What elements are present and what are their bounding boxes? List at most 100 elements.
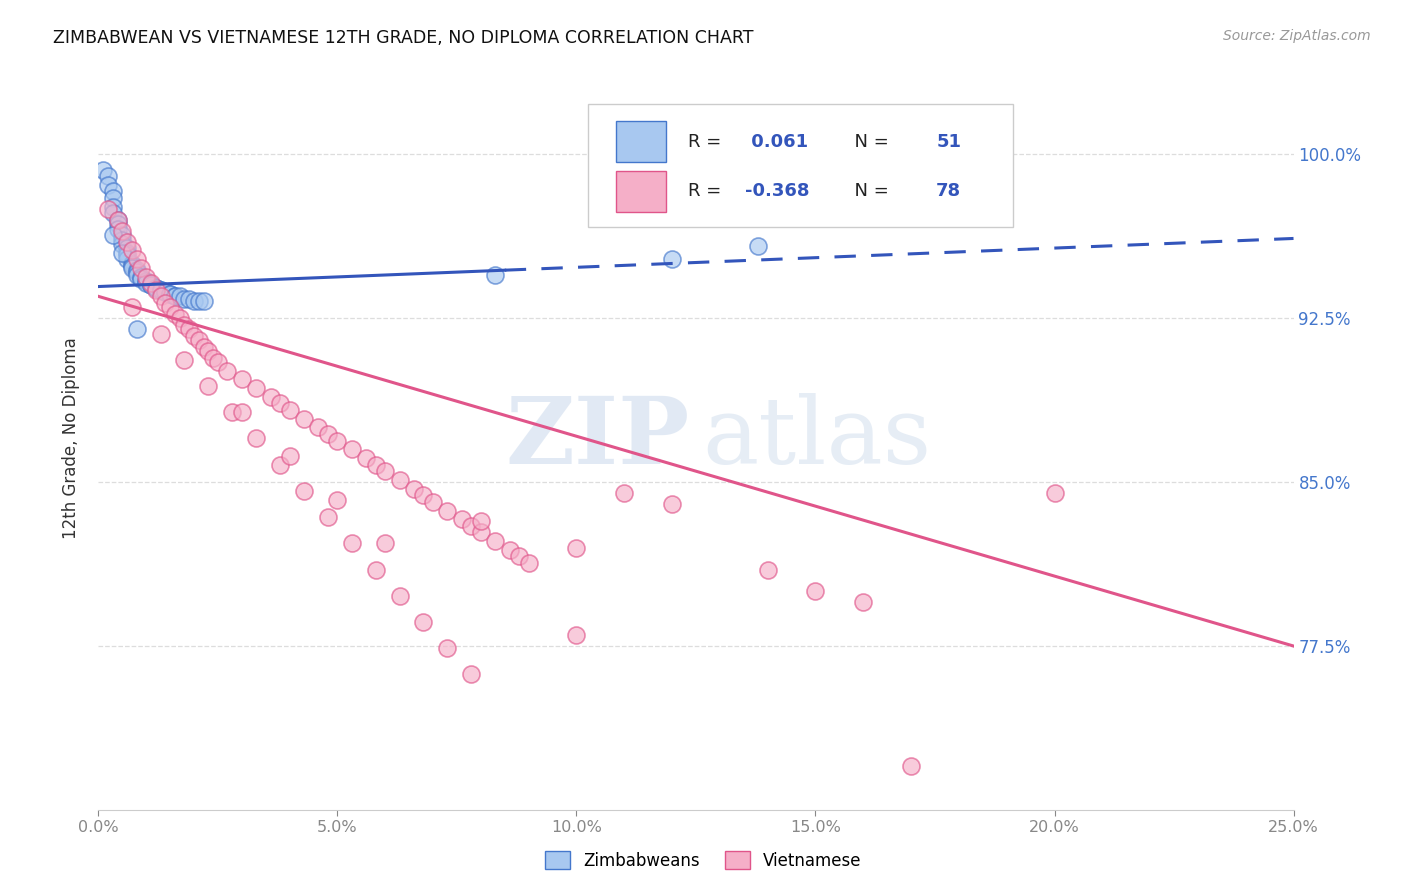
Text: 78: 78 — [936, 182, 962, 201]
Point — [107, 212, 129, 227]
Point — [173, 352, 195, 367]
Point — [179, 322, 201, 336]
Point — [125, 322, 148, 336]
Point — [101, 185, 124, 199]
Point — [661, 252, 683, 267]
Point — [307, 420, 329, 434]
Point — [163, 289, 186, 303]
Point — [412, 488, 434, 502]
Point — [412, 615, 434, 629]
Point — [159, 300, 181, 314]
Point — [364, 458, 387, 472]
Point — [747, 239, 769, 253]
Text: ZIMBABWEAN VS VIETNAMESE 12TH GRADE, NO DIPLOMA CORRELATION CHART: ZIMBABWEAN VS VIETNAMESE 12TH GRADE, NO … — [53, 29, 754, 46]
Point — [101, 206, 124, 220]
Text: N =: N = — [844, 133, 894, 151]
Point — [245, 381, 267, 395]
Point — [183, 293, 205, 308]
Point — [498, 542, 520, 557]
Point — [135, 274, 157, 288]
Text: 0.061: 0.061 — [745, 133, 808, 151]
Point — [169, 311, 191, 326]
Point — [278, 403, 301, 417]
Point — [125, 252, 148, 267]
Point — [125, 263, 148, 277]
Point — [111, 233, 134, 247]
Point — [292, 411, 315, 425]
Point — [91, 162, 114, 177]
Text: -0.368: -0.368 — [745, 182, 810, 201]
Point — [159, 287, 181, 301]
Point — [207, 355, 229, 369]
Point — [101, 200, 124, 214]
Point — [149, 283, 172, 297]
Point — [340, 442, 363, 457]
Point — [278, 449, 301, 463]
Point — [97, 202, 120, 216]
Text: R =: R = — [688, 133, 727, 151]
FancyBboxPatch shape — [589, 104, 1012, 227]
Point — [125, 265, 148, 279]
Point — [292, 483, 315, 498]
Bar — [616, 171, 666, 211]
Legend: Zimbabweans, Vietnamese: Zimbabweans, Vietnamese — [538, 845, 868, 877]
Point — [374, 464, 396, 478]
Point — [97, 178, 120, 192]
Point — [245, 431, 267, 445]
Point — [402, 482, 425, 496]
Point — [460, 519, 482, 533]
Point — [197, 343, 219, 358]
Point — [484, 268, 506, 282]
Point — [269, 396, 291, 410]
Point — [173, 318, 195, 332]
Point — [193, 293, 215, 308]
Point — [139, 278, 162, 293]
Point — [508, 549, 530, 564]
Point — [139, 277, 162, 291]
Point — [231, 405, 253, 419]
Point — [221, 405, 243, 419]
Point — [661, 497, 683, 511]
Text: N =: N = — [844, 182, 894, 201]
Text: Source: ZipAtlas.com: Source: ZipAtlas.com — [1223, 29, 1371, 43]
Point — [756, 562, 779, 576]
Point — [460, 667, 482, 681]
Point — [326, 492, 349, 507]
Text: R =: R = — [688, 182, 727, 201]
Point — [422, 495, 444, 509]
Point — [135, 277, 157, 291]
Point — [111, 228, 134, 243]
Point — [179, 292, 201, 306]
Point — [613, 486, 636, 500]
Text: 51: 51 — [936, 133, 962, 151]
Point — [125, 268, 148, 282]
Point — [187, 333, 209, 347]
Point — [374, 536, 396, 550]
Point — [107, 221, 129, 235]
Point — [470, 515, 492, 529]
Point — [135, 269, 157, 284]
Point — [388, 589, 411, 603]
Point — [155, 285, 177, 299]
Point — [852, 595, 875, 609]
Y-axis label: 12th Grade, No Diploma: 12th Grade, No Diploma — [62, 337, 80, 540]
Text: ZIP: ZIP — [506, 393, 690, 483]
Point — [202, 351, 225, 365]
Point — [269, 458, 291, 472]
Point — [316, 427, 339, 442]
Point — [115, 248, 138, 262]
Point — [187, 293, 209, 308]
Point — [111, 224, 134, 238]
Point — [231, 372, 253, 386]
Point — [101, 191, 124, 205]
Point — [101, 228, 124, 243]
Point — [470, 525, 492, 540]
Point — [193, 340, 215, 354]
Point — [97, 169, 120, 183]
Point — [121, 300, 143, 314]
Point — [565, 628, 588, 642]
Point — [111, 236, 134, 251]
Point — [155, 296, 177, 310]
Point — [155, 285, 177, 299]
Point — [115, 245, 138, 260]
